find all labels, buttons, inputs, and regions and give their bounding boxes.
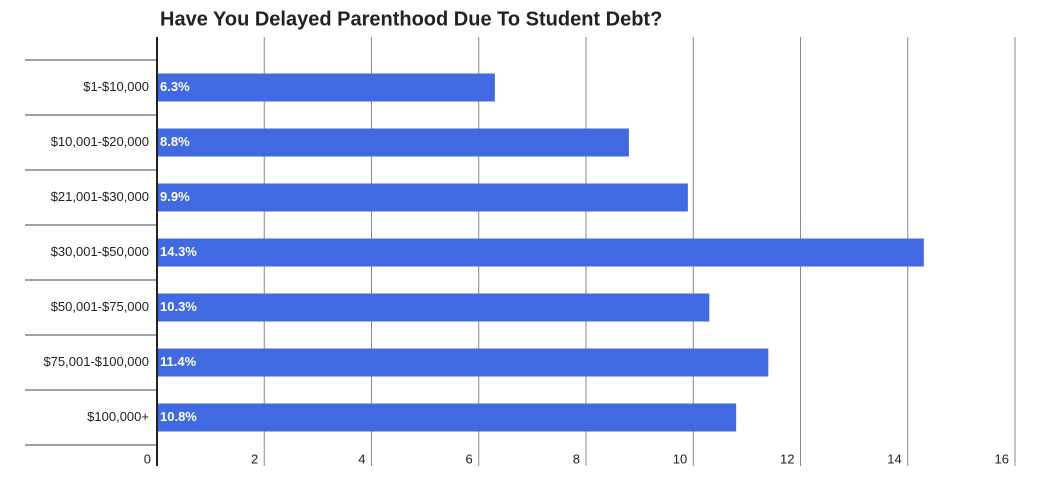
value-label: 9.9% (160, 189, 190, 204)
value-label: 6.3% (160, 79, 190, 94)
x-tick-label: 8 (573, 451, 580, 466)
x-tick-label: 16 (995, 451, 1009, 466)
value-label: 10.3% (160, 299, 197, 314)
value-label: 11.4% (160, 354, 197, 369)
value-label: 14.3% (160, 244, 197, 259)
y-tick-label: $30,001-$50,000 (51, 244, 149, 259)
bar (157, 348, 769, 377)
y-tick-label: $50,001-$75,000 (51, 299, 149, 314)
y-tick-label: $75,001-$100,000 (43, 354, 149, 369)
y-tick-label: $100,000+ (87, 409, 149, 424)
x-tick-label: 14 (887, 451, 901, 466)
y-tick-label: $21,001-$30,000 (51, 189, 149, 204)
y-tick-label: $10,001-$20,000 (51, 134, 149, 149)
bar (157, 183, 688, 212)
x-tick-label: 0 (144, 451, 151, 466)
x-tick-label: 12 (780, 451, 794, 466)
y-tick-label: $1-$10,000 (83, 79, 149, 94)
chart-title: Have You Delayed Parenthood Due To Stude… (160, 8, 662, 30)
x-tick-label: 10 (673, 451, 687, 466)
bar (157, 73, 495, 102)
bar (157, 238, 924, 267)
value-label: 8.8% (160, 134, 190, 149)
bar (157, 403, 737, 432)
bar (157, 293, 710, 322)
bar (157, 128, 629, 157)
x-tick-label: 2 (251, 451, 258, 466)
value-label: 10.8% (160, 409, 197, 424)
x-tick-label: 4 (358, 451, 365, 466)
x-tick-label: 6 (466, 451, 473, 466)
